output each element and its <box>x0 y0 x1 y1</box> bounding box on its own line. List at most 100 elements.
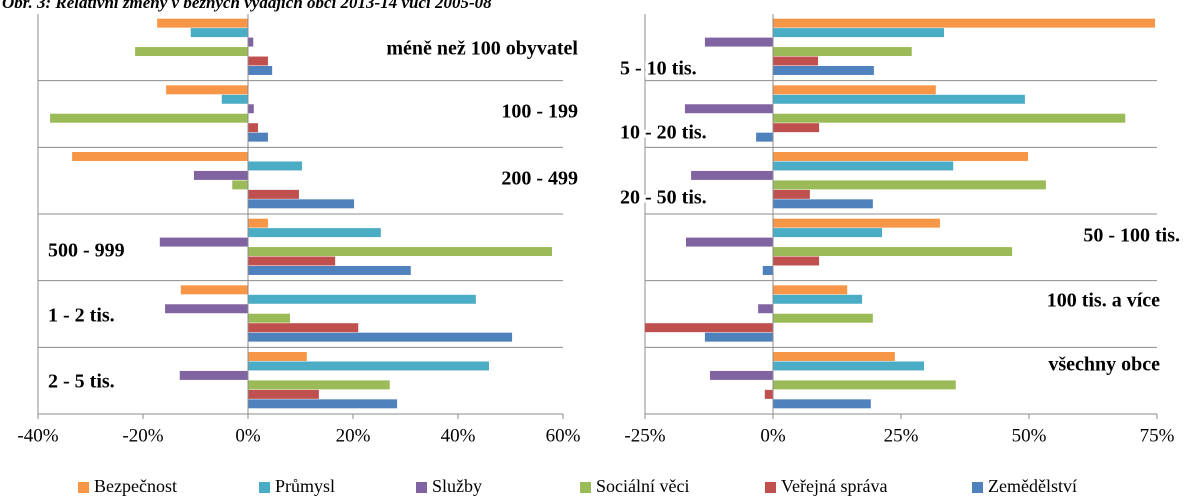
bar <box>248 189 299 199</box>
legend-swatch <box>78 482 89 493</box>
bar <box>773 18 1155 28</box>
x-tick-label: -40% <box>17 425 58 446</box>
bar <box>773 361 925 371</box>
bar <box>773 161 954 171</box>
x-tick-label: 0% <box>760 425 786 446</box>
bar <box>773 28 945 38</box>
bar <box>248 266 411 275</box>
bar <box>248 247 552 257</box>
bar <box>248 218 268 228</box>
x-tick-label: 60% <box>546 425 581 446</box>
x-tick-label: -20% <box>122 425 163 446</box>
bar <box>645 323 773 333</box>
x-tick-label: 40% <box>441 425 476 446</box>
bar <box>166 85 248 95</box>
legend-label: Zemědělství <box>988 476 1077 496</box>
bar <box>773 47 912 57</box>
bar <box>248 323 359 333</box>
bar <box>248 199 355 209</box>
bar <box>710 370 773 380</box>
bar <box>773 399 871 409</box>
bar <box>762 266 773 275</box>
bar <box>773 285 848 295</box>
bar <box>248 104 254 114</box>
bar <box>773 56 819 66</box>
bar <box>773 294 863 304</box>
bar <box>248 161 303 171</box>
category-label: 50 - 100 tis. <box>1083 225 1180 247</box>
bar <box>190 28 248 38</box>
x-tick-label: 0% <box>235 425 261 446</box>
bar <box>773 189 810 199</box>
bar <box>180 285 248 295</box>
bar <box>685 237 773 247</box>
bar <box>773 380 956 390</box>
bar <box>773 180 1046 190</box>
bar <box>773 313 873 323</box>
bar <box>165 304 248 314</box>
bar <box>135 47 248 57</box>
bar <box>248 123 258 133</box>
bar <box>157 18 248 28</box>
bar <box>756 132 773 142</box>
bar <box>773 247 1013 257</box>
bar <box>248 66 273 75</box>
legend-swatch <box>580 482 591 493</box>
bar <box>50 113 249 123</box>
bar <box>773 152 1028 161</box>
bar <box>773 256 820 266</box>
chart-title: Obr. 3: Relativní změny v běžných výdají… <box>2 0 492 12</box>
bar <box>159 237 248 247</box>
bar <box>248 228 381 238</box>
x-tick-label: 20% <box>336 425 371 446</box>
bar <box>248 399 398 409</box>
bar <box>221 94 248 104</box>
category-label: 20 - 50 tis. <box>620 187 707 209</box>
bar <box>248 352 307 361</box>
bar <box>248 313 290 323</box>
category-label: 5 - 10 tis. <box>620 58 697 80</box>
bar <box>773 228 883 238</box>
category-label: 1 - 2 tis. <box>48 305 115 327</box>
bar <box>764 389 773 399</box>
legend-label: Průmysl <box>275 476 335 496</box>
bar <box>773 113 1126 123</box>
category-label: méně než 100 obyvatel <box>386 38 578 60</box>
category-label: 2 - 5 tis. <box>48 371 115 393</box>
bar <box>773 218 940 228</box>
legend-label: Veřejná správa <box>781 476 887 496</box>
bar <box>193 170 248 180</box>
bar <box>773 352 895 361</box>
legend-label: Bezpečnost <box>94 476 177 496</box>
bar <box>248 56 268 66</box>
bar <box>232 180 248 190</box>
legend-swatch <box>765 482 776 493</box>
bar <box>773 85 936 95</box>
bar <box>248 380 390 390</box>
bar <box>704 332 773 342</box>
legend-swatch <box>259 482 270 493</box>
legend-label: Sociální věci <box>596 476 689 496</box>
bar <box>773 66 874 75</box>
bar <box>773 94 1025 104</box>
x-tick-label: 75% <box>1140 425 1175 446</box>
bar <box>248 37 254 47</box>
category-label: 100 - 199 <box>501 101 578 123</box>
bar <box>684 104 773 114</box>
bar <box>691 170 773 180</box>
bar <box>773 199 873 209</box>
bar <box>773 123 820 133</box>
x-tick-label: -25% <box>624 425 665 446</box>
bar <box>179 370 248 380</box>
legend-swatch <box>416 482 427 493</box>
category-label: 500 - 999 <box>48 240 125 262</box>
legend-label: Služby <box>432 476 482 496</box>
bar <box>758 304 773 314</box>
category-label: 10 - 20 tis. <box>620 122 707 144</box>
category-label: všechny obce <box>1048 354 1160 376</box>
bar <box>72 152 248 161</box>
bar <box>248 256 336 266</box>
bar <box>248 389 319 399</box>
bar <box>248 132 268 142</box>
